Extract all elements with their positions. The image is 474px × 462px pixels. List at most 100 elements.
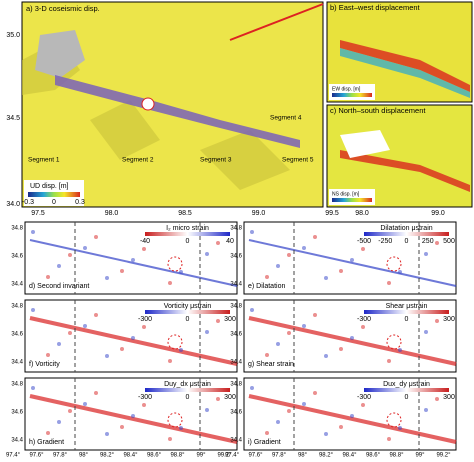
strain-panel: d) Second invariant I₂ micro strain -40 0 40 <box>24 221 238 295</box>
strain-speckle <box>276 342 280 346</box>
colorbar-label: I₂ micro strain <box>166 225 209 232</box>
strain-speckle <box>435 319 439 323</box>
colorbar-tick-label: 40 <box>226 238 234 245</box>
strain-speckle <box>68 409 72 413</box>
colorbar <box>364 232 449 236</box>
y-tick-label: 34.6 <box>230 254 242 260</box>
strain-speckle <box>387 437 391 441</box>
strain-panel: g) Shear strain Shear μstrain -300 0 300 <box>243 299 457 373</box>
y-tick-label: 34.6 <box>11 410 23 416</box>
strain-speckle <box>265 275 269 279</box>
strain-speckle <box>387 359 391 363</box>
x-tick-label: 98° <box>298 453 308 459</box>
colorbar-tick-label: -500 <box>357 238 371 245</box>
colorbar-tick-label: 0 <box>405 316 409 323</box>
strain-speckle <box>424 330 428 334</box>
strain-speckle <box>142 247 146 251</box>
y-tick-label: 34.6 <box>230 410 242 416</box>
colorbar-tick-label: 250 <box>422 238 434 245</box>
strain-speckle <box>179 348 183 352</box>
epicenter-ring <box>167 334 183 350</box>
strain-speckle <box>105 354 109 358</box>
panel-title: c) North–south displacement <box>330 106 426 115</box>
x-tick-label: 97.6° <box>29 453 44 459</box>
strain-speckle <box>424 408 428 412</box>
colorbar-tick-label: -250 <box>378 238 392 245</box>
colorbar <box>332 198 372 202</box>
segment-label: Segment 4 <box>270 115 302 122</box>
y-tick-label: 34.4 <box>11 282 23 288</box>
x-tick-label: 98.0 <box>105 210 119 217</box>
displacement-band <box>340 48 470 98</box>
colorbar-tick-label: 0 <box>405 238 409 245</box>
strain-speckle <box>120 269 124 273</box>
x-tick-label: 98.8° <box>389 453 404 459</box>
x-tick-label: 99° <box>415 453 425 459</box>
strain-speckle <box>216 319 220 323</box>
epicenter-ring <box>386 412 402 428</box>
strain-speckle <box>94 313 98 317</box>
y-tick-label: 34.8 <box>230 382 242 388</box>
panel-label: g) Shear strain <box>248 361 294 368</box>
strain-speckle <box>339 269 343 273</box>
strain-speckle <box>105 432 109 436</box>
y-tick-label: 34.6 <box>11 254 23 260</box>
strain-speckle <box>250 230 254 234</box>
panel-c: c) North–south displacement NS disp. [m] <box>326 104 473 208</box>
strain-speckle <box>68 331 72 335</box>
y-tick-label: 34.5 <box>6 115 20 122</box>
colorbar-tick-label: 500 <box>443 238 455 245</box>
strain-speckle <box>435 397 439 401</box>
masked-area <box>340 130 390 158</box>
colorbar-label: Dux_dy μstrain <box>383 381 430 388</box>
y-tick-label: 34.8 <box>230 304 242 310</box>
strain-speckle <box>68 253 72 257</box>
displacement-band <box>340 40 470 92</box>
colorbar-tick-label: -300 <box>357 316 371 323</box>
strain-speckle <box>398 426 402 430</box>
x-tick-label: 97.5 <box>31 210 45 217</box>
strain-speckle <box>276 264 280 268</box>
strain-speckle <box>313 313 317 317</box>
strain-speckle <box>250 386 254 390</box>
strain-speckle <box>83 324 87 328</box>
displacement-band <box>340 150 470 192</box>
strain-panel: e) Dilatation Dilatation μstrain -500 -250 0… <box>243 221 457 295</box>
colorbar-tick-label: -300 <box>138 394 152 401</box>
strain-speckle <box>131 258 135 262</box>
strain-speckle <box>350 414 354 418</box>
y-tick-label: 34.4 <box>11 438 23 444</box>
strain-panel: f) Vorticity Vorticity μstrain -300 0 300 <box>24 299 238 373</box>
strain-speckle <box>31 386 35 390</box>
colorbar-tick-label: 0 <box>186 394 190 401</box>
x-tick-label: 99.2° <box>217 453 232 459</box>
panel-b: b) East–west displacement EW disp. [m] <box>326 1 473 103</box>
x-tick-label: 98.2° <box>100 453 115 459</box>
x-tick-label: 97.4° <box>225 453 240 459</box>
strain-speckle <box>350 258 354 262</box>
strain-speckle <box>435 241 439 245</box>
fault-trace <box>229 3 324 41</box>
x-tick-label: 97.8° <box>272 453 287 459</box>
strain-speckle <box>205 330 209 334</box>
segment-label: Segment 1 <box>28 157 60 164</box>
x-tick-label: 98.6° <box>147 453 162 459</box>
strain-speckle <box>313 235 317 239</box>
panel-title: b) East–west displacement <box>330 3 421 12</box>
colorbar <box>28 192 80 197</box>
strain-speckle <box>31 308 35 312</box>
colorbar-tick-label: -300 <box>357 394 371 401</box>
strain-speckle <box>94 391 98 395</box>
strain-speckle <box>302 246 306 250</box>
strain-speckle <box>205 408 209 412</box>
panel-label: i) Gradient <box>248 439 281 446</box>
strain-speckle <box>265 353 269 357</box>
strain-band <box>248 239 457 287</box>
y-tick-label: 34.8 <box>11 382 23 388</box>
colorbar <box>145 388 230 392</box>
strain-speckle <box>168 359 172 363</box>
y-tick-label: 34.6 <box>11 332 23 338</box>
strain-speckle <box>276 420 280 424</box>
colorbar-tick-label: 0 <box>52 199 56 206</box>
x-tick-label: 97.4° <box>6 453 21 459</box>
